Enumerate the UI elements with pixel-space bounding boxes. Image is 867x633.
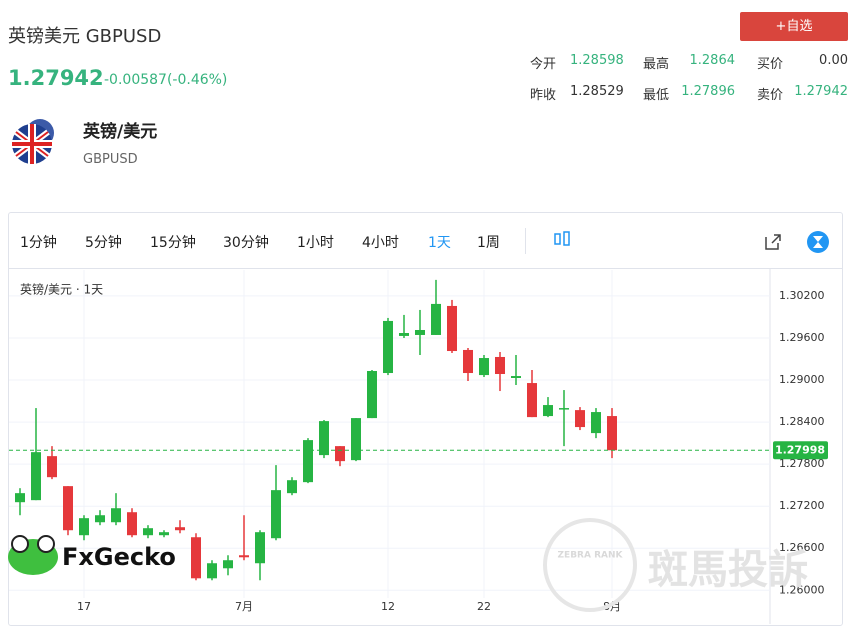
stat-value: 0.00 bbox=[819, 53, 848, 68]
stat-label: 昨收 bbox=[530, 88, 557, 103]
candle-body bbox=[63, 486, 73, 531]
timeframe-tab[interactable]: 1小时 bbox=[297, 235, 334, 251]
candle-body bbox=[271, 490, 281, 539]
candle-body bbox=[575, 410, 585, 428]
logo-eye bbox=[37, 535, 55, 553]
candle-body bbox=[415, 329, 425, 335]
y-tick-label: 1.28400 bbox=[779, 415, 825, 428]
timeframe-tab[interactable]: 1周 bbox=[477, 235, 500, 251]
x-tick-label: 17 bbox=[77, 600, 91, 613]
candle-body bbox=[111, 508, 121, 523]
candle-body bbox=[367, 370, 377, 419]
timeframe-tab[interactable]: 4小时 bbox=[362, 235, 399, 251]
candle-body bbox=[175, 527, 185, 531]
watermark-logo: FxGecko bbox=[62, 543, 176, 571]
toolbar-separator bbox=[525, 228, 526, 254]
timeframe-tab[interactable]: 5分钟 bbox=[85, 235, 122, 251]
candle-body bbox=[431, 303, 441, 335]
stat-value: 1.27942 bbox=[794, 84, 848, 99]
watermark-badge bbox=[543, 518, 637, 612]
stat-label: 最低 bbox=[643, 88, 670, 103]
candle-body bbox=[495, 356, 505, 375]
candle-body bbox=[127, 512, 137, 536]
candle-body bbox=[351, 418, 361, 461]
stat-label: 卖价 bbox=[757, 88, 784, 103]
y-tick-label: 1.27200 bbox=[779, 499, 825, 512]
toolbar-divider bbox=[9, 268, 842, 269]
timeframe-tab[interactable]: 15分钟 bbox=[150, 235, 196, 251]
watermark-brand: 斑馬投訴 bbox=[648, 547, 808, 593]
candle-body bbox=[15, 493, 25, 503]
y-tick-label: 1.29000 bbox=[779, 373, 825, 386]
candle-body bbox=[255, 532, 265, 564]
y-tick-label: 1.29600 bbox=[779, 331, 825, 344]
timeframe-tab[interactable]: 30分钟 bbox=[223, 235, 269, 251]
candle-body bbox=[303, 440, 313, 483]
candle-body bbox=[159, 532, 169, 536]
flag-icon bbox=[12, 119, 54, 164]
candle-body bbox=[527, 383, 537, 418]
candle-body bbox=[591, 412, 601, 434]
stat-value: 1.2864 bbox=[689, 53, 736, 68]
replay-icon[interactable] bbox=[806, 230, 830, 254]
candle-body bbox=[335, 446, 345, 462]
instrument-code: GBPUSD bbox=[83, 152, 138, 167]
stat-value: 1.27896 bbox=[681, 84, 735, 99]
candle-body bbox=[399, 333, 409, 336]
x-tick-label: 12 bbox=[381, 600, 395, 613]
y-tick-label: 1.30200 bbox=[779, 289, 825, 302]
timeframe-tab[interactable]: 1天 bbox=[428, 235, 451, 251]
stat-label: 今开 bbox=[530, 57, 557, 72]
fullscreen-icon[interactable] bbox=[763, 232, 783, 252]
candle-type-icon[interactable] bbox=[552, 230, 572, 250]
candle-body bbox=[383, 320, 393, 374]
candle-body bbox=[191, 537, 201, 579]
stat-value: 1.28529 bbox=[570, 84, 624, 99]
x-tick-label: 7月 bbox=[235, 600, 253, 613]
y-tick-label: 1.26000 bbox=[779, 583, 825, 596]
candle-body bbox=[607, 416, 617, 451]
logo-eye bbox=[11, 535, 29, 553]
stat-value: 1.28598 bbox=[570, 53, 624, 68]
candle-body bbox=[543, 405, 553, 417]
last-price-box bbox=[773, 441, 828, 460]
stat-label: 买价 bbox=[757, 57, 784, 72]
last-price-label: 1.27998 bbox=[775, 443, 825, 456]
watch-button[interactable]: +自选 bbox=[740, 12, 848, 41]
candle-body bbox=[143, 528, 153, 536]
timeframe-tab[interactable]: 1分钟 bbox=[20, 235, 57, 251]
candle-body bbox=[95, 515, 105, 523]
watermark-rank: ZEBRA RANK bbox=[558, 551, 624, 561]
candle-body bbox=[463, 349, 473, 374]
y-tick-label: 1.26600 bbox=[779, 541, 825, 554]
page-title: 英镑美元 GBPUSD bbox=[8, 26, 162, 47]
candle-body bbox=[559, 408, 569, 410]
candle-body bbox=[287, 480, 297, 494]
price-change: -0.00587(-0.46%) bbox=[104, 72, 228, 88]
candle-body bbox=[79, 518, 89, 536]
candle-body bbox=[31, 452, 41, 501]
stat-label: 最高 bbox=[643, 57, 670, 72]
y-tick-label: 1.27800 bbox=[779, 457, 825, 470]
chart-title: 英镑/美元 · 1天 bbox=[20, 282, 103, 297]
instrument-name: 英镑/美元 bbox=[83, 122, 158, 142]
candle-body bbox=[447, 305, 457, 352]
price: 1.27942 bbox=[8, 66, 104, 90]
x-tick-label: 22 bbox=[477, 600, 491, 613]
candle-body bbox=[47, 456, 57, 478]
candle-body bbox=[319, 421, 329, 456]
candle-body bbox=[239, 555, 249, 558]
candle-body bbox=[223, 560, 233, 569]
chart-frame bbox=[8, 212, 843, 626]
candle-body bbox=[479, 358, 489, 376]
candle-body bbox=[207, 563, 217, 579]
candle-body bbox=[511, 376, 521, 379]
